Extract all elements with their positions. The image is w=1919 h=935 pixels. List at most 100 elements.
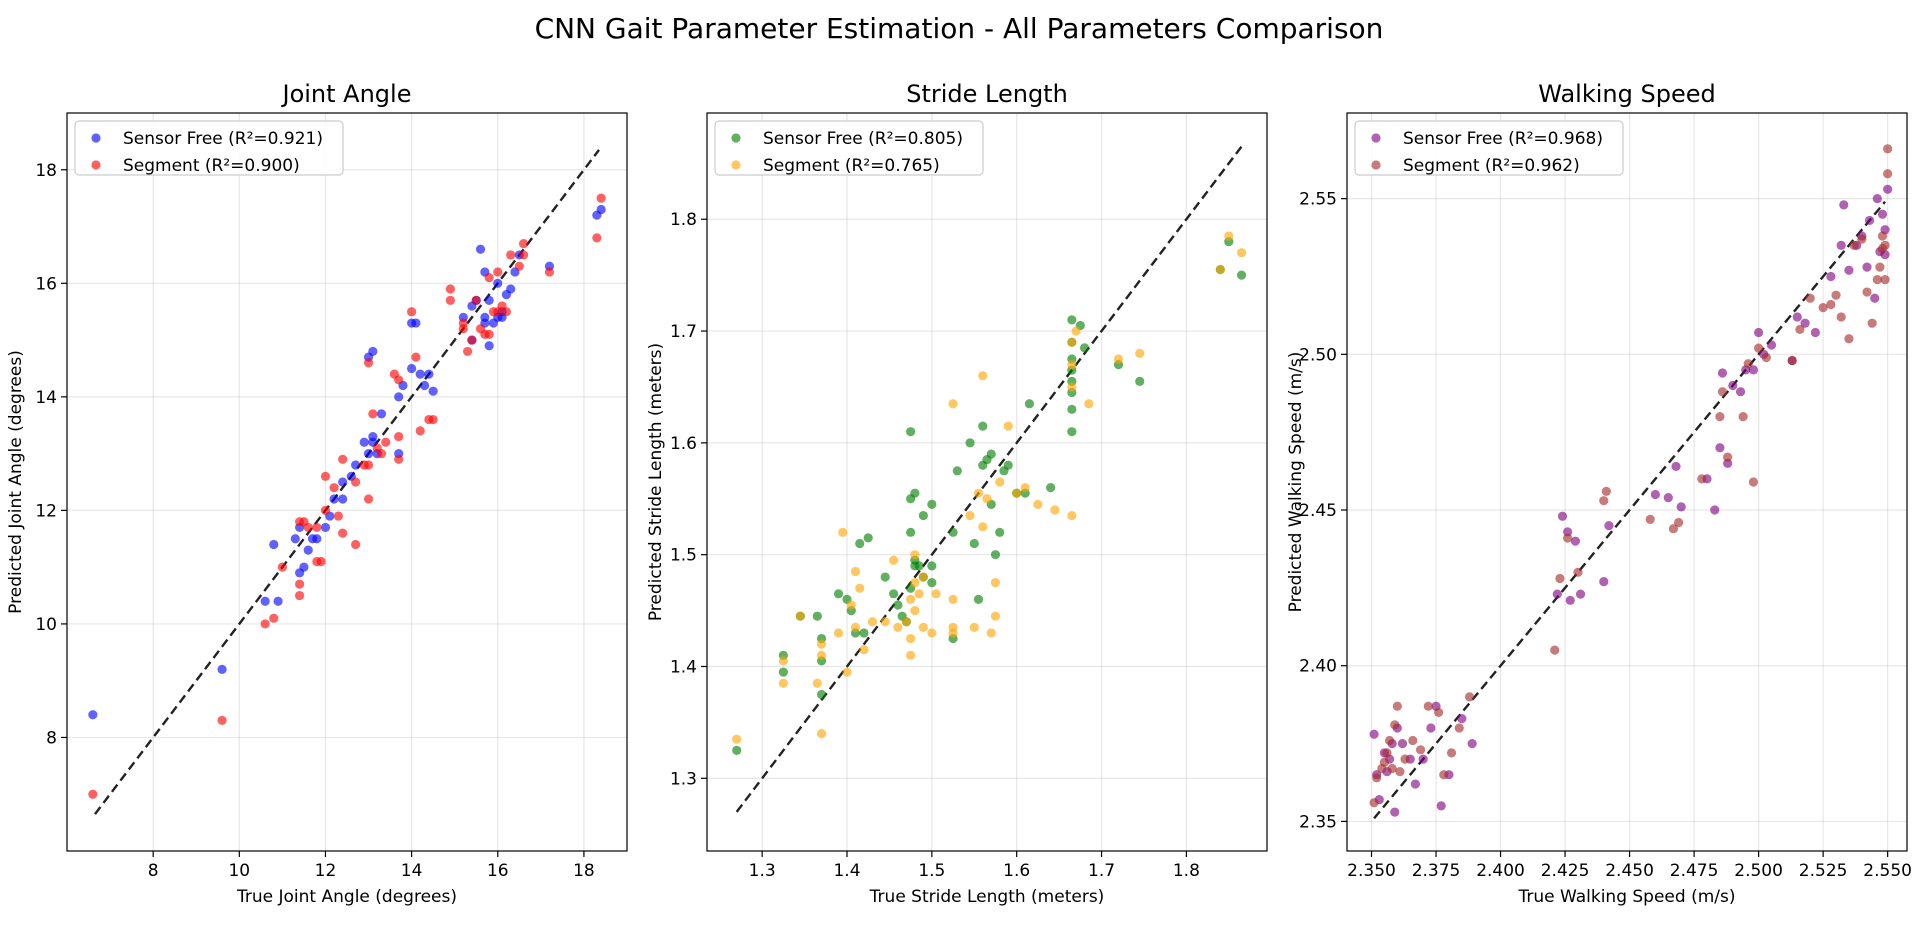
data-point — [1457, 714, 1467, 724]
data-point — [458, 324, 468, 334]
data-point — [1046, 482, 1056, 493]
legend-marker — [731, 160, 741, 170]
data-point — [910, 550, 920, 560]
data-point — [484, 329, 494, 339]
data-point — [978, 371, 988, 381]
data-point — [1575, 589, 1586, 599]
data-point — [1870, 293, 1880, 303]
legend-marker — [1371, 133, 1381, 143]
data-point — [918, 622, 928, 632]
data-point — [424, 369, 434, 379]
data-point — [217, 664, 227, 674]
data-point — [973, 594, 984, 605]
data-point — [260, 596, 270, 606]
panel-title: Joint Angle — [281, 80, 412, 108]
legend-marker — [731, 133, 741, 143]
data-point — [889, 555, 899, 565]
data-point — [1446, 748, 1457, 758]
legend-label: Sensor Free (R²=0.921) — [123, 129, 323, 149]
data-point — [394, 431, 404, 442]
data-point — [1599, 496, 1609, 506]
data-point — [299, 562, 309, 572]
data-point — [1748, 365, 1759, 375]
data-point — [1135, 348, 1145, 359]
data-point — [1839, 200, 1849, 210]
data-point — [816, 639, 827, 649]
data-point — [833, 589, 844, 599]
data-point — [1671, 461, 1681, 472]
x-axis-label: True Joint Angle (degrees) — [236, 887, 457, 907]
data-point — [273, 596, 283, 606]
data-point — [1387, 763, 1397, 774]
data-point — [381, 437, 391, 447]
x-tick-label: 2.500 — [1734, 861, 1783, 881]
data-point — [859, 645, 869, 655]
data-point — [351, 477, 361, 487]
data-point — [1135, 376, 1145, 386]
data-point — [445, 284, 455, 294]
identity-line — [735, 145, 1243, 813]
y-axis-label: Predicted Joint Angle (degrees) — [6, 350, 26, 614]
data-point — [1668, 524, 1679, 534]
data-point — [1397, 738, 1408, 749]
data-point — [986, 449, 996, 459]
legend-box — [74, 120, 344, 176]
data-point — [855, 538, 865, 549]
data-point — [850, 622, 861, 632]
x-tick-label: 12 — [315, 861, 337, 881]
data-point — [1415, 745, 1426, 755]
figure-title: CNN Gait Parameter Estimation - All Para… — [535, 12, 1384, 45]
data-point — [969, 622, 979, 632]
data-point — [1864, 215, 1875, 226]
y-tick-label: 14 — [35, 388, 57, 408]
data-point — [1697, 474, 1707, 484]
data-point — [1557, 511, 1568, 521]
data-point — [918, 510, 928, 521]
data-point — [1795, 324, 1805, 335]
y-axis-label: Predicted Walking Speed (m/s) — [1286, 352, 1306, 613]
data-point — [1426, 723, 1436, 733]
data-point — [1423, 701, 1433, 711]
data-point — [484, 341, 494, 351]
data-point — [1805, 293, 1815, 303]
data-point — [368, 409, 378, 419]
data-point — [1877, 231, 1888, 241]
data-point — [338, 528, 348, 538]
data-point — [407, 307, 417, 317]
data-point — [1573, 567, 1583, 577]
legend-label: Sensor Free (R²=0.805) — [763, 129, 963, 149]
x-tick-label: 1.4 — [833, 861, 860, 881]
data-point — [1550, 645, 1560, 655]
panel-title: Walking Speed — [1538, 80, 1715, 108]
data-point — [948, 399, 958, 409]
y-tick-label: 1.5 — [670, 546, 697, 566]
data-point — [778, 656, 788, 666]
data-point — [1552, 589, 1562, 599]
data-point — [320, 471, 331, 481]
data-point — [295, 590, 305, 601]
panels: Joint Angle 8 10 12 14 16 18 8 10 12 14 16 18 True Jo… — [6, 80, 1912, 907]
data-point — [1599, 577, 1609, 587]
data-point — [394, 454, 404, 464]
data-point — [376, 449, 387, 459]
data-point — [338, 477, 348, 487]
y-tick-label: 1.4 — [670, 658, 697, 678]
series-2 — [88, 193, 606, 799]
data-point — [1436, 801, 1446, 811]
data-point — [320, 522, 331, 533]
data-point — [795, 611, 805, 621]
data-point — [411, 318, 421, 328]
data-point — [816, 689, 827, 700]
data-point — [1418, 754, 1428, 764]
data-point — [927, 628, 937, 638]
chart-panel-3: Walking Speed 2.350 2.375 2.400 2.425 2.450 2.… — [1286, 80, 1912, 907]
data-point — [506, 284, 516, 294]
x-tick-label: 2.475 — [1670, 861, 1719, 881]
data-point — [812, 611, 822, 621]
grid — [707, 113, 1267, 851]
data-point — [859, 628, 869, 638]
data-point — [901, 617, 911, 627]
data-point — [1067, 337, 1077, 347]
data-point — [965, 438, 975, 448]
data-point — [1236, 270, 1247, 280]
